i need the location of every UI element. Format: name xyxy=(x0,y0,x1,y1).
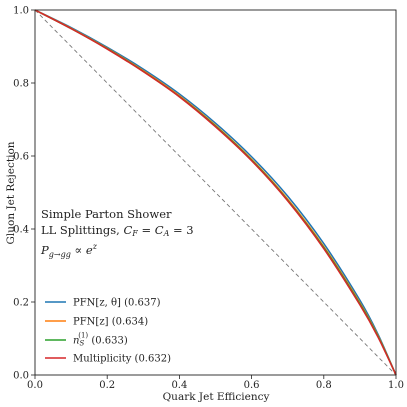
y-tick-label-0: 0.0 xyxy=(13,371,29,382)
annotation-line-1: Simple Parton Shower xyxy=(41,207,172,221)
x-tick-label-5: 1.0 xyxy=(388,380,404,391)
series-line-0 xyxy=(34,9,397,376)
y-tick-label-3: 0.6 xyxy=(13,152,29,163)
legend: PFN[z, θ] (0.637) PFN[z] (0.634) nS(1) (… xyxy=(45,298,171,365)
y-tick-label-2: 0.4 xyxy=(13,225,29,236)
x-tick-label-2: 0.4 xyxy=(171,380,187,391)
annotation-line-3: Pg→gg ∝ ez xyxy=(40,242,98,259)
plot-frame xyxy=(34,9,397,376)
legend-label-2: nS(1) (0.633) xyxy=(73,332,128,348)
x-tick-label-3: 0.6 xyxy=(244,380,260,391)
annotation-line-2: LL Splittings, CF = CA = 3 xyxy=(41,223,194,238)
annotation-line-2-prefix: LL Splittings, xyxy=(41,223,123,237)
legend-label-0: PFN[z, θ] (0.637) xyxy=(73,298,161,309)
x-tick-label-1: 0.2 xyxy=(99,380,115,391)
y-axis-title: Gluon Jet Rejection xyxy=(5,141,17,244)
legend-label-3: Multiplicity (0.632) xyxy=(73,354,171,365)
y-tick-label-5: 1.0 xyxy=(13,6,29,17)
y-tick-label-4: 0.8 xyxy=(13,79,29,90)
x-tick-label-0: 0.0 xyxy=(27,380,43,391)
legend-label-1: PFN[z] (0.634) xyxy=(73,317,148,328)
x-axis-title: Quark Jet Efficiency xyxy=(163,391,270,403)
reference-diagonal-line xyxy=(34,9,397,376)
y-tick-label-1: 0.2 xyxy=(13,298,29,309)
x-tick-label-4: 0.8 xyxy=(316,380,332,391)
series-line-3 xyxy=(34,9,397,376)
